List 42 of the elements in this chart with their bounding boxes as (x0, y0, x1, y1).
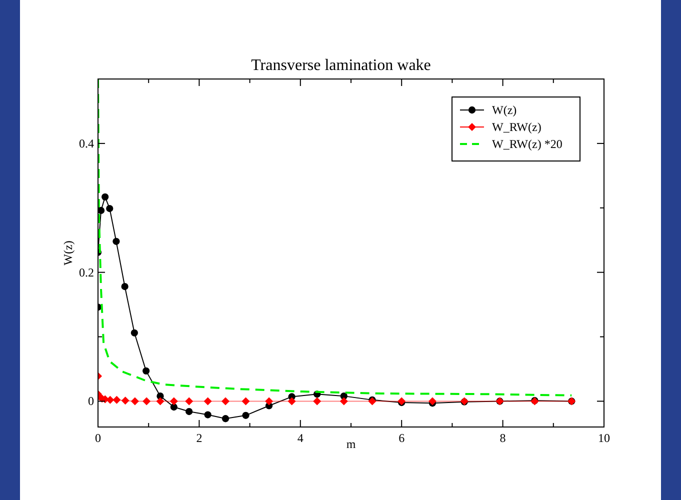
line-series (98, 79, 573, 396)
x-tick-label: 8 (500, 431, 506, 445)
y-tick-label: 0.4 (79, 136, 94, 150)
point (112, 238, 120, 245)
x-tick-label: 4 (297, 431, 304, 445)
y-axis-title: W(z) (61, 240, 75, 266)
point (340, 397, 348, 406)
x-tick-label: 6 (398, 431, 405, 445)
point (428, 397, 436, 406)
point (242, 397, 250, 406)
point (130, 397, 139, 406)
point (222, 415, 230, 422)
point (313, 397, 322, 406)
point (106, 396, 114, 404)
point (142, 367, 150, 374)
point (102, 193, 109, 200)
point (265, 397, 274, 406)
point (156, 397, 164, 406)
x-tick-label: 10 (598, 431, 610, 445)
point (106, 204, 114, 212)
x-tick-label: 2 (196, 431, 202, 445)
point (204, 397, 212, 406)
point (185, 397, 194, 406)
point (186, 408, 193, 416)
point (121, 396, 130, 405)
legend-label: W_RW(z) *20 (492, 137, 562, 151)
point (121, 282, 128, 290)
point (170, 403, 178, 411)
point (288, 397, 296, 406)
point (170, 397, 178, 406)
point (204, 411, 212, 418)
x-axis-title: m (346, 437, 356, 451)
y-tick-label: 0.2 (79, 265, 94, 280)
point (242, 412, 250, 419)
point (222, 397, 230, 406)
y-tick-label: 0 (88, 394, 94, 408)
point (130, 329, 138, 336)
legend-label: W(z) (492, 103, 517, 117)
point (112, 396, 121, 404)
point (142, 397, 151, 406)
chart-title: Transverse lamination wake (251, 57, 431, 74)
legend-label: W_RW(z) (492, 120, 542, 134)
